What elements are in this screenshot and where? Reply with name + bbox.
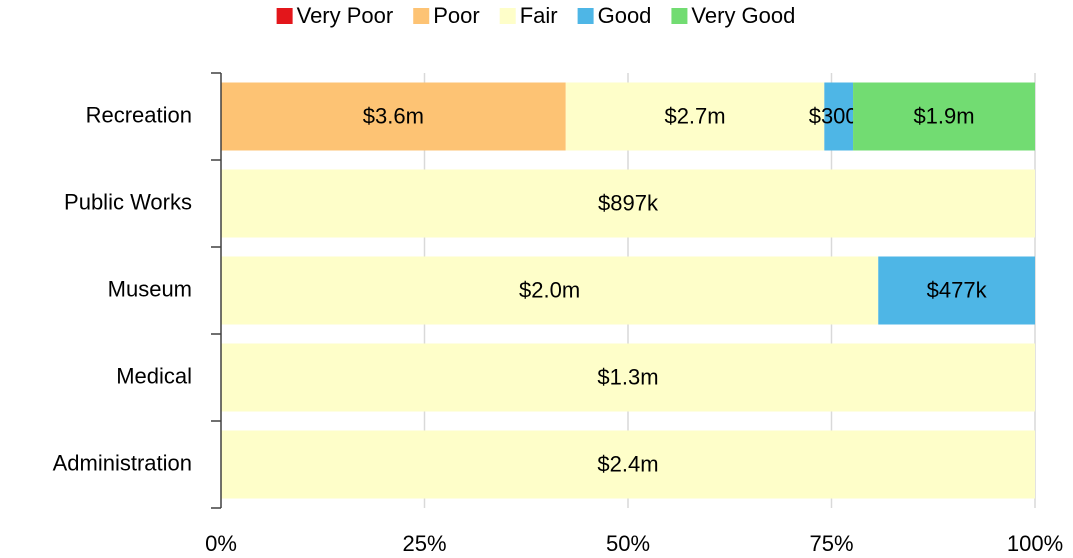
- legend-swatch: [671, 8, 688, 24]
- x-tick-label: 25%: [402, 531, 446, 556]
- legend-label: Fair: [520, 3, 558, 28]
- bar-segment: [221, 169, 1035, 238]
- bar-segment: [221, 430, 1035, 499]
- x-tick-label: 100%: [1007, 531, 1063, 556]
- legend-label: Good: [598, 3, 652, 28]
- x-tick-label: 50%: [606, 531, 650, 556]
- legend-swatch: [499, 8, 516, 24]
- y-tick-label: Administration: [53, 450, 192, 475]
- bar-segment: [221, 256, 879, 325]
- legend-label: Very Poor: [297, 3, 394, 28]
- data-label: $1.9m: [913, 103, 974, 128]
- legend-label: Poor: [433, 3, 479, 28]
- legend-swatch: [413, 8, 430, 24]
- bar-segment: [221, 343, 1035, 412]
- data-label: $2.7m: [664, 103, 725, 128]
- data-label: $1.3m: [597, 364, 658, 389]
- data-label: $897k: [598, 190, 659, 215]
- legend-label: Very Good: [691, 3, 795, 28]
- bar-segment: [878, 256, 1035, 325]
- y-tick-label: Medical: [116, 363, 192, 388]
- x-tick-label: 0%: [205, 531, 237, 556]
- y-tick-label: Recreation: [86, 102, 192, 127]
- bar-segment: [853, 82, 1035, 151]
- data-label: $2.0m: [519, 277, 580, 302]
- bar-segment: [565, 82, 825, 151]
- bar-segment: [221, 82, 566, 151]
- legend-swatch: [276, 8, 293, 24]
- y-tick-label: Public Works: [64, 189, 192, 214]
- data-label: $2.4m: [597, 451, 658, 476]
- data-label: $3.6m: [363, 103, 424, 128]
- bar-segment: [824, 82, 854, 151]
- x-tick-label: 75%: [809, 531, 853, 556]
- y-tick-label: Museum: [108, 276, 192, 301]
- data-label: $477k: [927, 277, 988, 302]
- legend-swatch: [577, 8, 594, 24]
